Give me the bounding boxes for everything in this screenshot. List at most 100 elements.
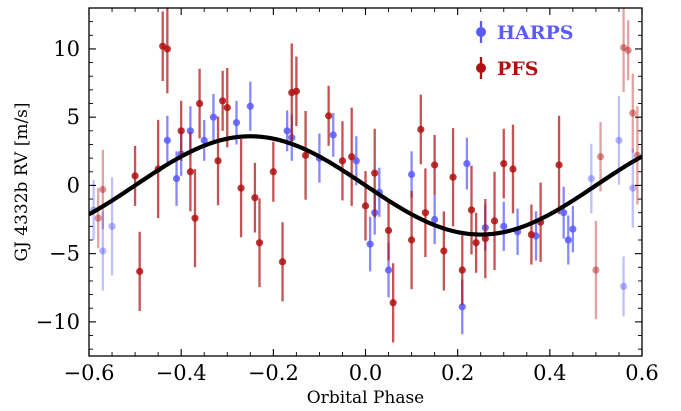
data-point — [163, 45, 171, 53]
pfs-series-1 — [131, 8, 563, 343]
x-axis-label: Orbital Phase — [307, 388, 425, 408]
data-point — [94, 214, 102, 222]
data-point — [352, 157, 360, 165]
wrapped-series-2 — [94, 8, 641, 320]
x-tick-label: −0.6 — [64, 361, 115, 385]
x-tick-label: 0.4 — [533, 361, 566, 385]
data-point — [186, 168, 194, 176]
data-point — [569, 225, 577, 233]
data-point — [278, 258, 287, 266]
data-point — [108, 222, 116, 230]
data-point — [564, 236, 572, 244]
data-point — [371, 169, 379, 177]
data-point — [431, 215, 439, 224]
data-point — [407, 236, 416, 244]
data-point — [431, 161, 439, 169]
data-point — [560, 209, 568, 217]
data-point — [467, 206, 476, 214]
x-tick-label: 0.6 — [625, 361, 658, 385]
data-point — [200, 136, 208, 144]
x-tick-label: 0.0 — [349, 361, 382, 385]
model-curve — [89, 134, 642, 237]
x-tick-label: −0.4 — [156, 361, 207, 385]
data-point — [301, 151, 310, 159]
data-point — [592, 266, 600, 274]
y-tick-label: 0 — [67, 173, 80, 197]
data-point — [440, 247, 448, 255]
data-point — [255, 239, 264, 247]
data-point — [417, 125, 425, 134]
data-point — [596, 153, 605, 161]
data-point — [361, 202, 370, 210]
data-point — [509, 165, 517, 173]
data-point — [624, 46, 632, 54]
harps-series-0 — [163, 81, 577, 335]
y-tick-label: 10 — [53, 37, 80, 61]
data-point — [172, 174, 181, 183]
data-point — [338, 157, 347, 165]
data-point — [269, 168, 277, 176]
legend-item-pfs: PFS — [476, 57, 539, 80]
data-point — [186, 127, 194, 135]
data-point — [214, 157, 222, 165]
data-point — [615, 136, 623, 144]
y-tick-label: −5 — [49, 242, 80, 266]
data-point — [481, 235, 489, 243]
data-point — [463, 159, 471, 168]
data-point — [219, 97, 227, 105]
data-point — [500, 159, 508, 168]
data-point — [136, 267, 144, 275]
data-point — [500, 222, 508, 230]
data-point — [458, 266, 466, 274]
data-point — [384, 226, 393, 235]
data-point — [421, 209, 430, 217]
data-point — [177, 127, 185, 135]
data-point — [99, 185, 107, 194]
x-tick-label: 0.2 — [441, 361, 474, 385]
data-point — [472, 239, 480, 247]
legend-label: PFS — [497, 58, 539, 80]
data-point — [191, 214, 199, 222]
data-point — [407, 170, 416, 179]
data-point — [384, 266, 393, 274]
data-point — [458, 303, 466, 311]
data-point — [629, 109, 637, 117]
data-point — [292, 87, 300, 95]
data-point — [131, 172, 139, 180]
y-axis-label: GJ 4332b RV [m/s] — [12, 102, 32, 261]
data-point — [329, 131, 337, 139]
data-point — [163, 136, 171, 144]
data-point — [223, 104, 231, 112]
data-point — [587, 174, 595, 183]
data-point — [99, 247, 107, 255]
data-point — [209, 113, 218, 121]
data-point — [325, 112, 333, 120]
legend-item-harps: HARPS — [476, 21, 574, 44]
data-point — [629, 184, 637, 192]
data-point — [619, 282, 628, 290]
plot-area — [89, 8, 642, 343]
y-tick-label: −10 — [36, 310, 80, 334]
data-point — [366, 240, 374, 248]
data-point — [555, 161, 563, 169]
data-point — [389, 299, 397, 307]
data-point — [348, 153, 356, 161]
x-tick-label: −0.2 — [248, 361, 299, 385]
legend: HARPS PFS — [476, 21, 574, 80]
data-point — [283, 127, 291, 135]
legend-marker — [476, 63, 486, 73]
data-point — [490, 217, 499, 225]
data-point — [449, 173, 457, 181]
legend-label: HARPS — [497, 22, 574, 44]
data-point — [237, 184, 245, 192]
axis-ticks: −0.6 −0.4 −0.2 0.0 0.2 0.4 0.6 −10 −5 0 5 10 — [36, 8, 659, 385]
legend-marker — [476, 27, 486, 37]
data-point — [251, 194, 259, 202]
data-point — [232, 119, 241, 127]
data-point — [619, 43, 628, 52]
y-tick-label: 5 — [67, 105, 80, 129]
data-point — [527, 230, 536, 239]
data-point — [196, 99, 204, 108]
